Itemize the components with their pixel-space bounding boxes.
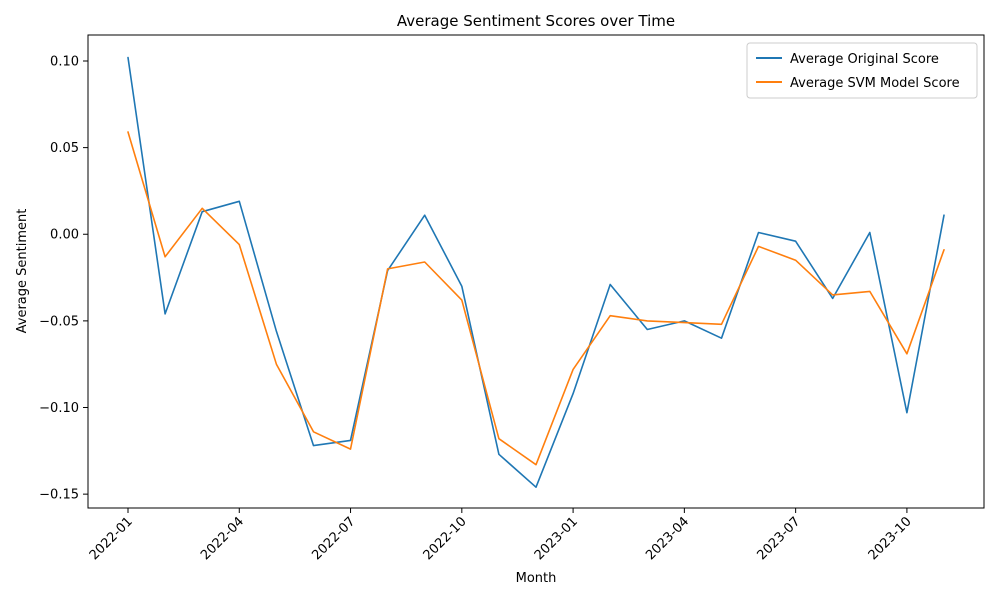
x-tick-label: 2023-07 bbox=[754, 514, 803, 563]
series-line-original bbox=[127, 56, 945, 489]
chart-title: Average Sentiment Scores over Time bbox=[397, 12, 675, 30]
legend-label-original: Average Original Score bbox=[790, 52, 939, 67]
y-tick-label: 0.10 bbox=[50, 54, 79, 69]
x-tick-label: 2023-04 bbox=[643, 514, 692, 563]
x-axis: 2022-01 2022-04 2022-07 2022-10 2023-01 2023-… bbox=[87, 508, 915, 563]
series-layer bbox=[127, 56, 945, 489]
y-tick-label: 0.05 bbox=[50, 141, 79, 156]
y-axis-label: Average Sentiment bbox=[15, 209, 30, 334]
x-tick-label: 2022-04 bbox=[198, 514, 247, 563]
legend-label-svm: Average SVM Model Score bbox=[790, 76, 960, 91]
plot-frame bbox=[87, 34, 985, 509]
y-tick-label: −0.10 bbox=[39, 401, 79, 416]
y-tick-label: −0.05 bbox=[39, 314, 79, 329]
x-axis-label: Month bbox=[516, 571, 557, 586]
y-tick-label: 0.00 bbox=[50, 228, 79, 243]
legend: Average Original Score Average SVM Model… bbox=[746, 42, 978, 99]
y-tick-label: −0.15 bbox=[39, 488, 79, 503]
x-tick-label: 2022-07 bbox=[309, 514, 358, 563]
x-tick-label: 2022-10 bbox=[421, 514, 470, 563]
x-tick-label: 2023-01 bbox=[532, 514, 581, 563]
x-tick-label: 2022-01 bbox=[87, 514, 136, 563]
legend-box bbox=[746, 42, 978, 99]
x-tick-label: 2023-10 bbox=[866, 514, 915, 563]
series-line-svm bbox=[127, 131, 945, 466]
y-axis: −0.15 −0.10 −0.05 0.00 0.05 0.10 bbox=[39, 54, 88, 503]
